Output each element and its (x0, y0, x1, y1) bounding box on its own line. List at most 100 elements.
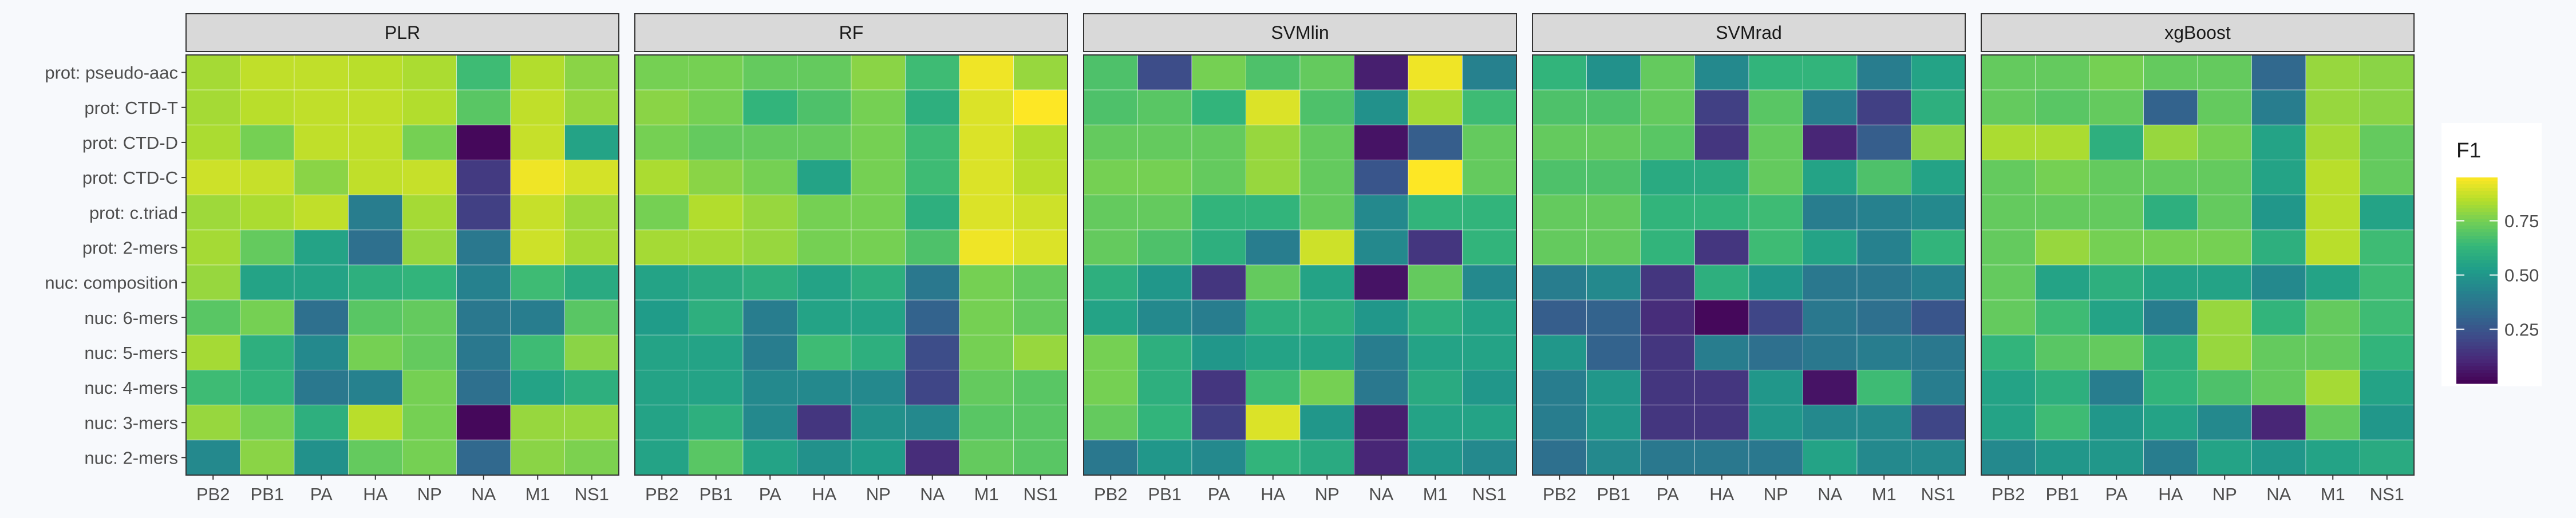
heatmap-cell (402, 440, 457, 476)
legend-gradient-slice (2456, 332, 2498, 336)
heatmap-cell (1748, 89, 1803, 125)
facet-label: xgBoost (2164, 22, 2231, 43)
heatmap-cell (510, 195, 565, 231)
heatmap-cell (1911, 299, 1966, 335)
heatmap-cell (1803, 160, 1858, 196)
heatmap-cell (348, 370, 403, 406)
heatmap-cell (959, 230, 1014, 266)
heatmap-cell (456, 264, 511, 300)
heatmap-cell (2089, 230, 2144, 266)
heatmap-cell (1981, 370, 2036, 406)
heatmap-cell (510, 334, 565, 370)
heatmap-cell (2035, 54, 2090, 90)
x-tick-label: HA (1709, 484, 1734, 504)
heatmap-cell (2143, 230, 2198, 266)
heatmap-cell (1803, 405, 1858, 441)
heatmap-cell (2035, 334, 2090, 370)
legend-gradient-slice (2456, 363, 2498, 367)
heatmap-cell (402, 89, 457, 125)
legend-gradient-slice (2456, 236, 2498, 240)
panel-border (634, 54, 1068, 476)
facet-strip (1532, 13, 1966, 52)
heatmap-cell (1013, 195, 1068, 231)
heatmap-cell (1137, 230, 1192, 266)
heatmap-cell (742, 440, 797, 476)
heatmap-cell (1408, 89, 1463, 125)
heatmap-cell (905, 440, 960, 476)
x-tick-label: NP (2212, 484, 2237, 504)
heatmap-cell (1462, 89, 1517, 125)
heatmap-cell (240, 334, 295, 370)
heatmap-cell (797, 264, 852, 300)
heatmap-cell (1532, 370, 1587, 406)
heatmap-cell (1856, 230, 1911, 266)
x-tick-label: M1 (526, 484, 550, 504)
heatmap-cell (1981, 195, 2036, 231)
heatmap-cell (1299, 124, 1354, 160)
heatmap-cell (1586, 334, 1641, 370)
heatmap-cell (1981, 334, 2036, 370)
x-tick-label: PB2 (1543, 484, 1577, 504)
heatmap-cell (1803, 299, 1858, 335)
heatmap-cell (2305, 195, 2360, 231)
heatmap-cell (2305, 370, 2360, 406)
heatmap-cell (1191, 160, 1246, 196)
heatmap-cell (1586, 89, 1641, 125)
heatmap-cell (1911, 264, 1966, 300)
heatmap-cell (1191, 370, 1246, 406)
heatmap-cell (1586, 195, 1641, 231)
heatmap-cell (1137, 124, 1192, 160)
heatmap-cell (1013, 230, 1068, 266)
heatmap-cell (1748, 370, 1803, 406)
x-tick-label: M1 (1423, 484, 1448, 504)
heatmap-cell (1354, 334, 1409, 370)
heatmap-cell (456, 440, 511, 476)
x-tick-label: PA (1208, 484, 1230, 504)
heatmap-cell (2251, 230, 2306, 266)
heatmap-cell (1246, 440, 1301, 476)
heatmap-cell (2360, 124, 2415, 160)
heatmap-cell (1246, 405, 1301, 441)
heatmap-cell (402, 54, 457, 90)
heatmap-cell (1013, 160, 1068, 196)
heatmap-cell (1299, 160, 1354, 196)
heatmap-cell (1408, 195, 1463, 231)
facet-label: RF (839, 22, 864, 43)
heatmap-cell (1462, 370, 1517, 406)
heatmap-cell (1586, 160, 1641, 196)
legend-gradient-slice (2456, 201, 2498, 205)
heatmap-cell (240, 299, 295, 335)
heatmap-cell (185, 264, 240, 300)
heatmap-cell (959, 440, 1014, 476)
heatmap-cell (1981, 264, 2036, 300)
heatmap-cell (240, 54, 295, 90)
heatmap-cell (294, 264, 349, 300)
heatmap-cell (689, 230, 744, 266)
heatmap-cell (1694, 160, 1749, 196)
heatmap-cell (1462, 334, 1517, 370)
heatmap-cell (2035, 264, 2090, 300)
heatmap-cell (1191, 54, 1246, 90)
heatmap-cell (1137, 299, 1192, 335)
heatmap-cell (851, 160, 906, 196)
heatmap-cell (1462, 195, 1517, 231)
heatmap-cell (1586, 230, 1641, 266)
heatmap-cell (634, 160, 689, 196)
heatmap-cell (294, 334, 349, 370)
heatmap-cell (1462, 299, 1517, 335)
heatmap-cell (1911, 195, 1966, 231)
heatmap-cell (1532, 440, 1587, 476)
x-tick-label: NS1 (1921, 484, 1955, 504)
heatmap-cell (2197, 334, 2252, 370)
x-tick-label: NA (1818, 484, 1842, 504)
heatmap-cell (2251, 160, 2306, 196)
x-tick-label: NP (866, 484, 891, 504)
heatmap-cell (1408, 405, 1463, 441)
y-tick-label: prot: CTD-C (82, 168, 178, 188)
heatmap-cell (1911, 230, 1966, 266)
heatmap-cell (1586, 54, 1641, 90)
heatmap-cell (1640, 334, 1695, 370)
heatmap-cell (240, 370, 295, 406)
heatmap-cell (1532, 195, 1587, 231)
legend-gradient-slice (2456, 270, 2498, 274)
